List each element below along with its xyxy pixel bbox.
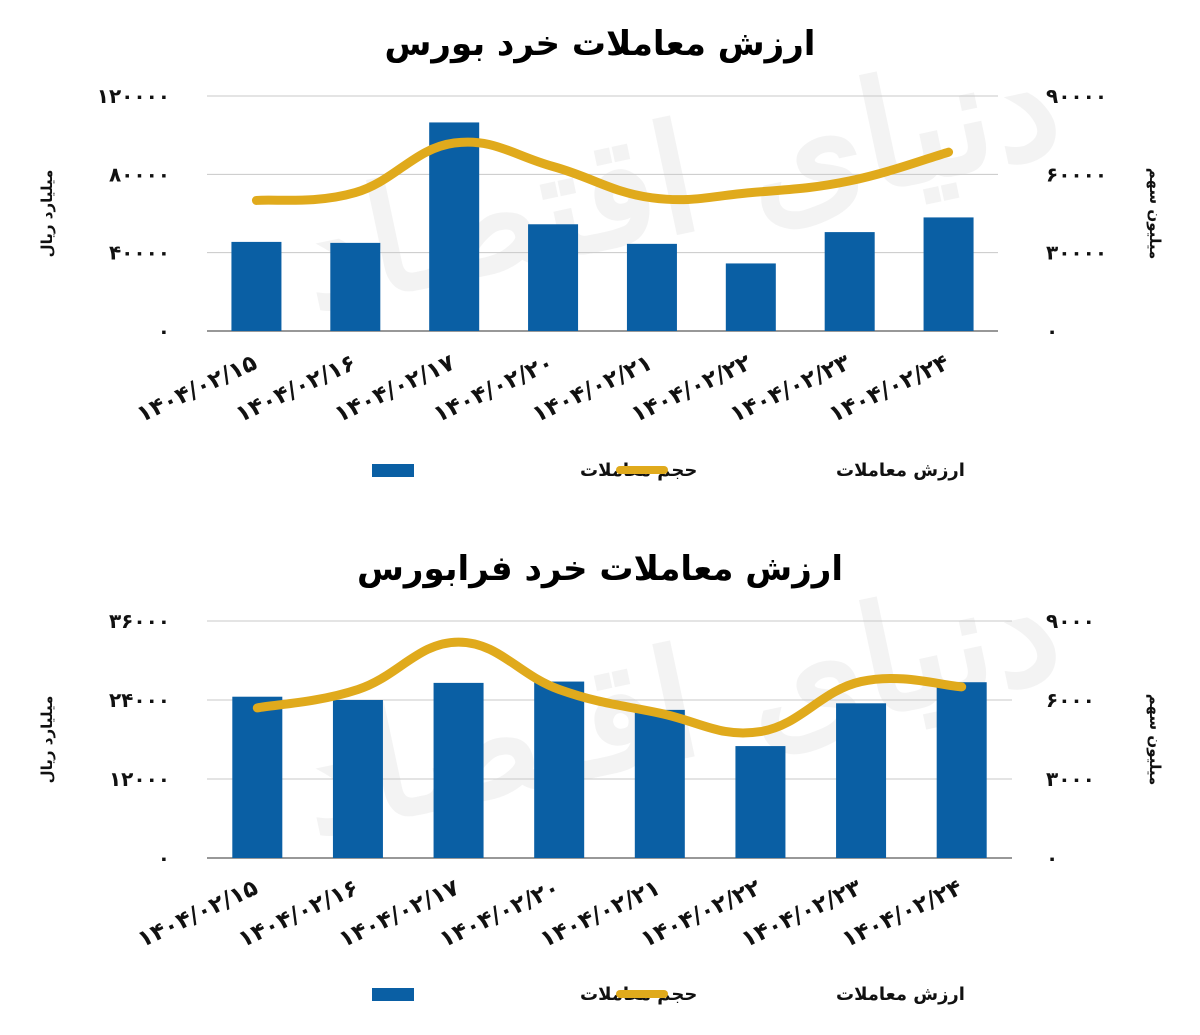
right-tick-label: ۰ — [1046, 319, 1058, 343]
value-line — [251, 137, 954, 205]
bar — [534, 681, 585, 858]
legend: حجم معاملات ارزش معاملات — [372, 984, 965, 1005]
left-tick-label: ۳۶۰۰۰ — [109, 609, 170, 633]
bar — [330, 242, 381, 331]
chart-title: ارزش معاملات خرد بورس — [385, 24, 816, 64]
left-tick-label: ۸۰۰۰۰ — [109, 162, 170, 186]
bar — [332, 700, 383, 858]
left-tick-label: ۱۲۰۰۰ — [109, 767, 170, 791]
left-tick-label: ۴۰۰۰۰ — [109, 241, 170, 265]
bar — [231, 241, 282, 331]
chart-2: دنیای اقتصادارزش معاملات خرد فرابورس۰۱۲۰… — [38, 538, 1164, 1005]
bar — [232, 696, 283, 858]
bar — [824, 232, 875, 331]
right-tick-label: ۹۰۰۰ — [1046, 609, 1095, 633]
left-tick-label: ۰ — [158, 319, 170, 343]
chart-title: ارزش معاملات خرد فرابورس — [357, 549, 843, 589]
bar — [433, 682, 484, 858]
right-tick-label: ۹۰۰۰۰ — [1046, 84, 1107, 108]
bar — [836, 703, 887, 858]
left-tick-label: ۰ — [158, 846, 170, 870]
right-tick-label: ۶۰۰۰ — [1046, 688, 1095, 712]
bar — [634, 709, 685, 858]
y2-axis-title: میلیون سهم — [1146, 168, 1164, 260]
right-tick-label: ۳۰۰۰۰ — [1046, 241, 1107, 265]
bar — [725, 263, 776, 331]
legend-label-line: ارزش معاملات — [836, 984, 965, 1005]
bar — [923, 217, 974, 331]
legend-swatch-bar — [372, 988, 414, 1001]
legend-label-line: ارزش معاملات — [836, 460, 965, 481]
value-line — [252, 637, 967, 738]
legend-swatch-bar — [372, 464, 414, 477]
bar — [735, 746, 786, 858]
chart-1: دنیای اقتصادارزش معاملات خرد بورس۰۴۰۰۰۰۸… — [38, 13, 1164, 481]
right-tick-label: ۰ — [1046, 846, 1058, 870]
y-axis-title: میلیارد ریال — [38, 696, 56, 784]
y2-axis-title: میلیون سهم — [1146, 694, 1164, 786]
y-axis-title: میلیارد ریال — [38, 170, 56, 258]
legend: حجم معاملات ارزش معاملات — [372, 460, 965, 481]
bar — [528, 224, 579, 331]
right-tick-label: ۳۰۰۰ — [1046, 767, 1095, 791]
bar — [936, 682, 987, 858]
bar — [626, 243, 677, 331]
left-tick-label: ۱۲۰۰۰۰ — [97, 84, 170, 108]
left-tick-label: ۲۴۰۰۰ — [109, 688, 170, 712]
right-tick-label: ۶۰۰۰۰ — [1046, 162, 1107, 186]
bar — [429, 122, 480, 331]
